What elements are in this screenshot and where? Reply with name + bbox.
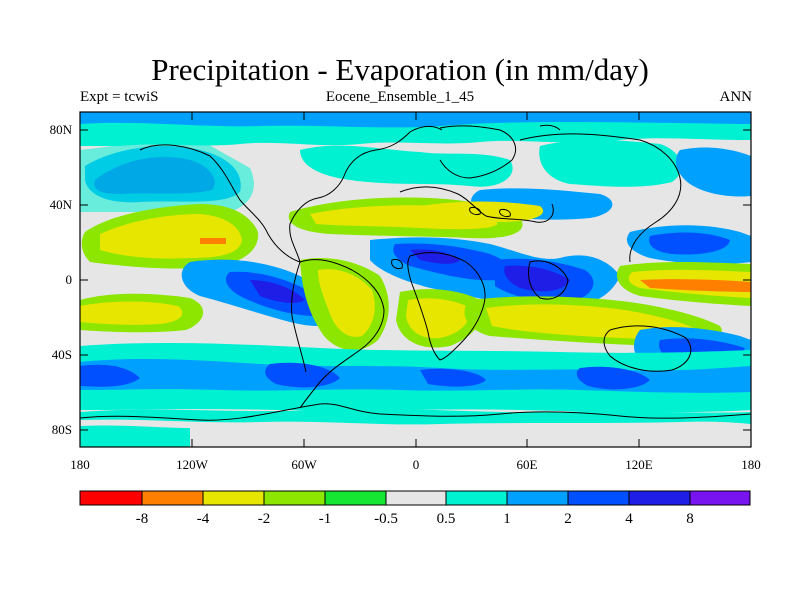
axis-ticks	[79, 112, 752, 447]
colorbar-label: 8	[686, 511, 694, 527]
colorbar-box-6	[385, 490, 447, 506]
colorbar-box-7	[445, 490, 508, 506]
y-tick-80n: 80N	[49, 122, 72, 137]
x-tick-180e: 180	[741, 457, 761, 472]
x-tick-60e: 60E	[516, 457, 538, 472]
y-tick-40s: 40S	[51, 347, 72, 362]
colorbar-label: 2	[564, 511, 572, 527]
x-tick-120e: 120E	[625, 457, 653, 472]
colorbar-label: -2	[257, 511, 271, 527]
colorbar-label: -8	[135, 511, 149, 527]
x-tick-180w: 180	[70, 457, 90, 472]
ensemble-label: Eocene_Ensemble_1_45	[325, 89, 475, 105]
colorbar-label: -1	[318, 511, 332, 527]
y-tick-80s: 80S	[51, 422, 72, 437]
colorbar-box-5	[324, 490, 387, 506]
colorbar-box-9	[567, 490, 630, 506]
x-tick-0: 0	[412, 457, 420, 472]
colorbar-label: -4	[196, 511, 210, 527]
coastlines	[80, 124, 751, 421]
colorbar-label: 4	[625, 511, 633, 527]
season-label: ANN	[719, 89, 753, 105]
colorbar-box-1	[79, 490, 143, 506]
colorbar-box-2	[141, 490, 204, 506]
x-tick-120w: 120W	[176, 457, 208, 472]
colorbar-label: 0.5	[436, 511, 456, 527]
colorbar-label: -0.5	[374, 511, 398, 527]
map-title: Precipitation - Evaporation (in mm/day)	[151, 52, 649, 87]
colorbar-box-10	[628, 490, 691, 506]
colorbar-box-3	[202, 490, 265, 506]
y-tick-40n: 40N	[49, 197, 72, 212]
colorbar-box-8	[506, 490, 569, 506]
colorbar-label: 1	[503, 511, 511, 527]
colorbar-box-4	[263, 490, 326, 506]
x-tick-60w: 60W	[291, 457, 317, 472]
colorbar-box-11	[689, 490, 751, 506]
y-tick-0: 0	[65, 272, 73, 287]
precip-evap-field	[80, 112, 751, 447]
colorbar	[79, 490, 751, 506]
experiment-label: Expt = tcwiS	[80, 89, 159, 105]
